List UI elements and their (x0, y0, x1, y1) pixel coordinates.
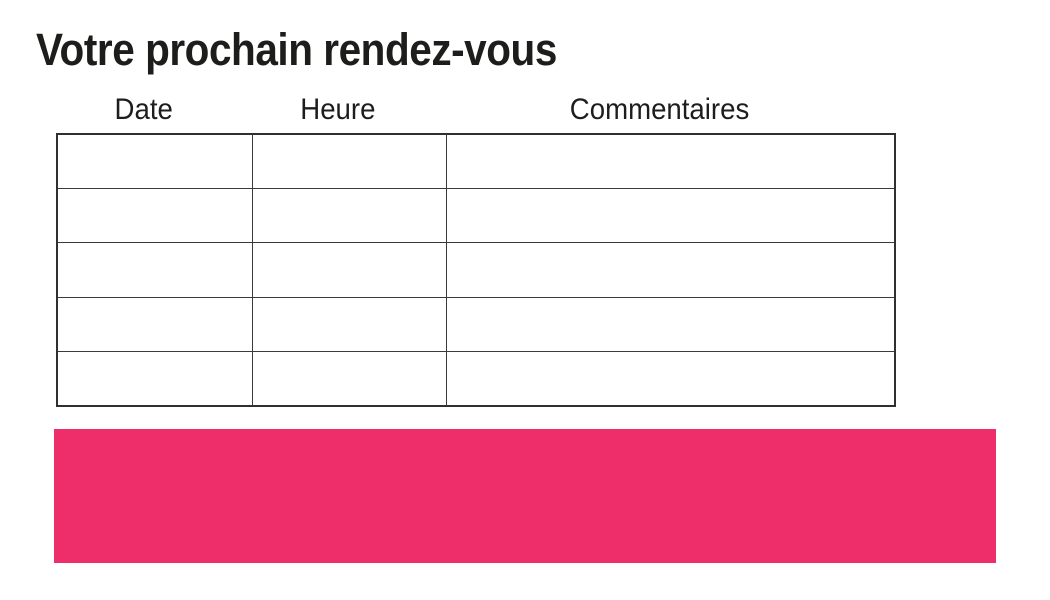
table-cell-date (56, 242, 253, 298)
table-cell-commentaires (445, 133, 896, 190)
table-cell-date (56, 133, 253, 190)
table-cell-heure (251, 296, 447, 352)
table-cell-heure (251, 242, 447, 298)
page-title: Votre prochain rendez-vous (36, 24, 557, 75)
table-cell-heure (251, 188, 447, 244)
column-header-date: Date (46, 94, 241, 126)
column-header-commentaires-label: Commentaires (569, 93, 750, 126)
appointments-table (56, 133, 896, 407)
table-cell-date (56, 296, 253, 352)
column-header-date-label: Date (114, 93, 173, 126)
table-cell-heure (251, 350, 447, 407)
column-header-heure-label: Heure (300, 93, 376, 126)
table-cell-commentaires (445, 188, 896, 244)
table-cell-commentaires (445, 350, 896, 407)
table-cell-commentaires (445, 296, 896, 352)
table-cell-commentaires (445, 242, 896, 298)
table-row (56, 133, 896, 190)
table-cell-date (56, 188, 253, 244)
pink-accent-band (54, 429, 996, 563)
table-cell-heure (251, 133, 447, 190)
column-header-heure: Heure (241, 94, 435, 126)
table-row (56, 350, 896, 407)
table-cell-date (56, 350, 253, 407)
table-row (56, 188, 896, 244)
table-column-headers: Date Heure Commentaires (0, 94, 1050, 126)
table-row (56, 296, 896, 352)
column-header-commentaires: Commentaires (435, 94, 884, 126)
table-row (56, 242, 896, 298)
